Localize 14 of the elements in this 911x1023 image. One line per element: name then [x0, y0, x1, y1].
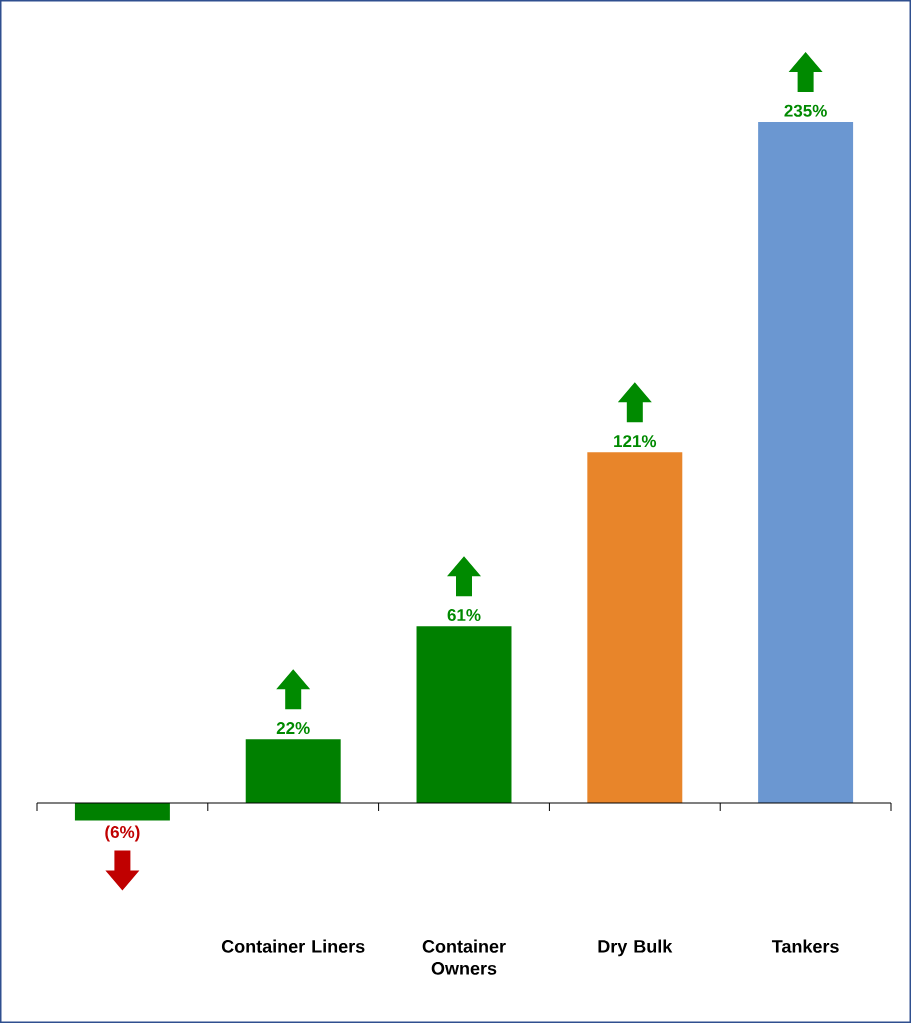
bar: [245, 739, 341, 803]
bar: [74, 803, 170, 821]
bar: [587, 452, 683, 803]
data-label: 61%: [447, 608, 481, 622]
data-label: 235%: [784, 104, 827, 117]
x-tick-label: Dry Bulk: [598, 939, 673, 957]
data-label: 22%: [276, 722, 310, 735]
x-tick-label: Tankers: [771, 939, 839, 953]
bar: [416, 626, 512, 803]
bar: [758, 121, 854, 803]
data-label: (6%): [105, 825, 140, 842]
data-label: 121%: [614, 435, 657, 448]
x-tick-label: Container Owners: [422, 939, 506, 975]
x-tick-label: Container Liners: [221, 939, 365, 953]
